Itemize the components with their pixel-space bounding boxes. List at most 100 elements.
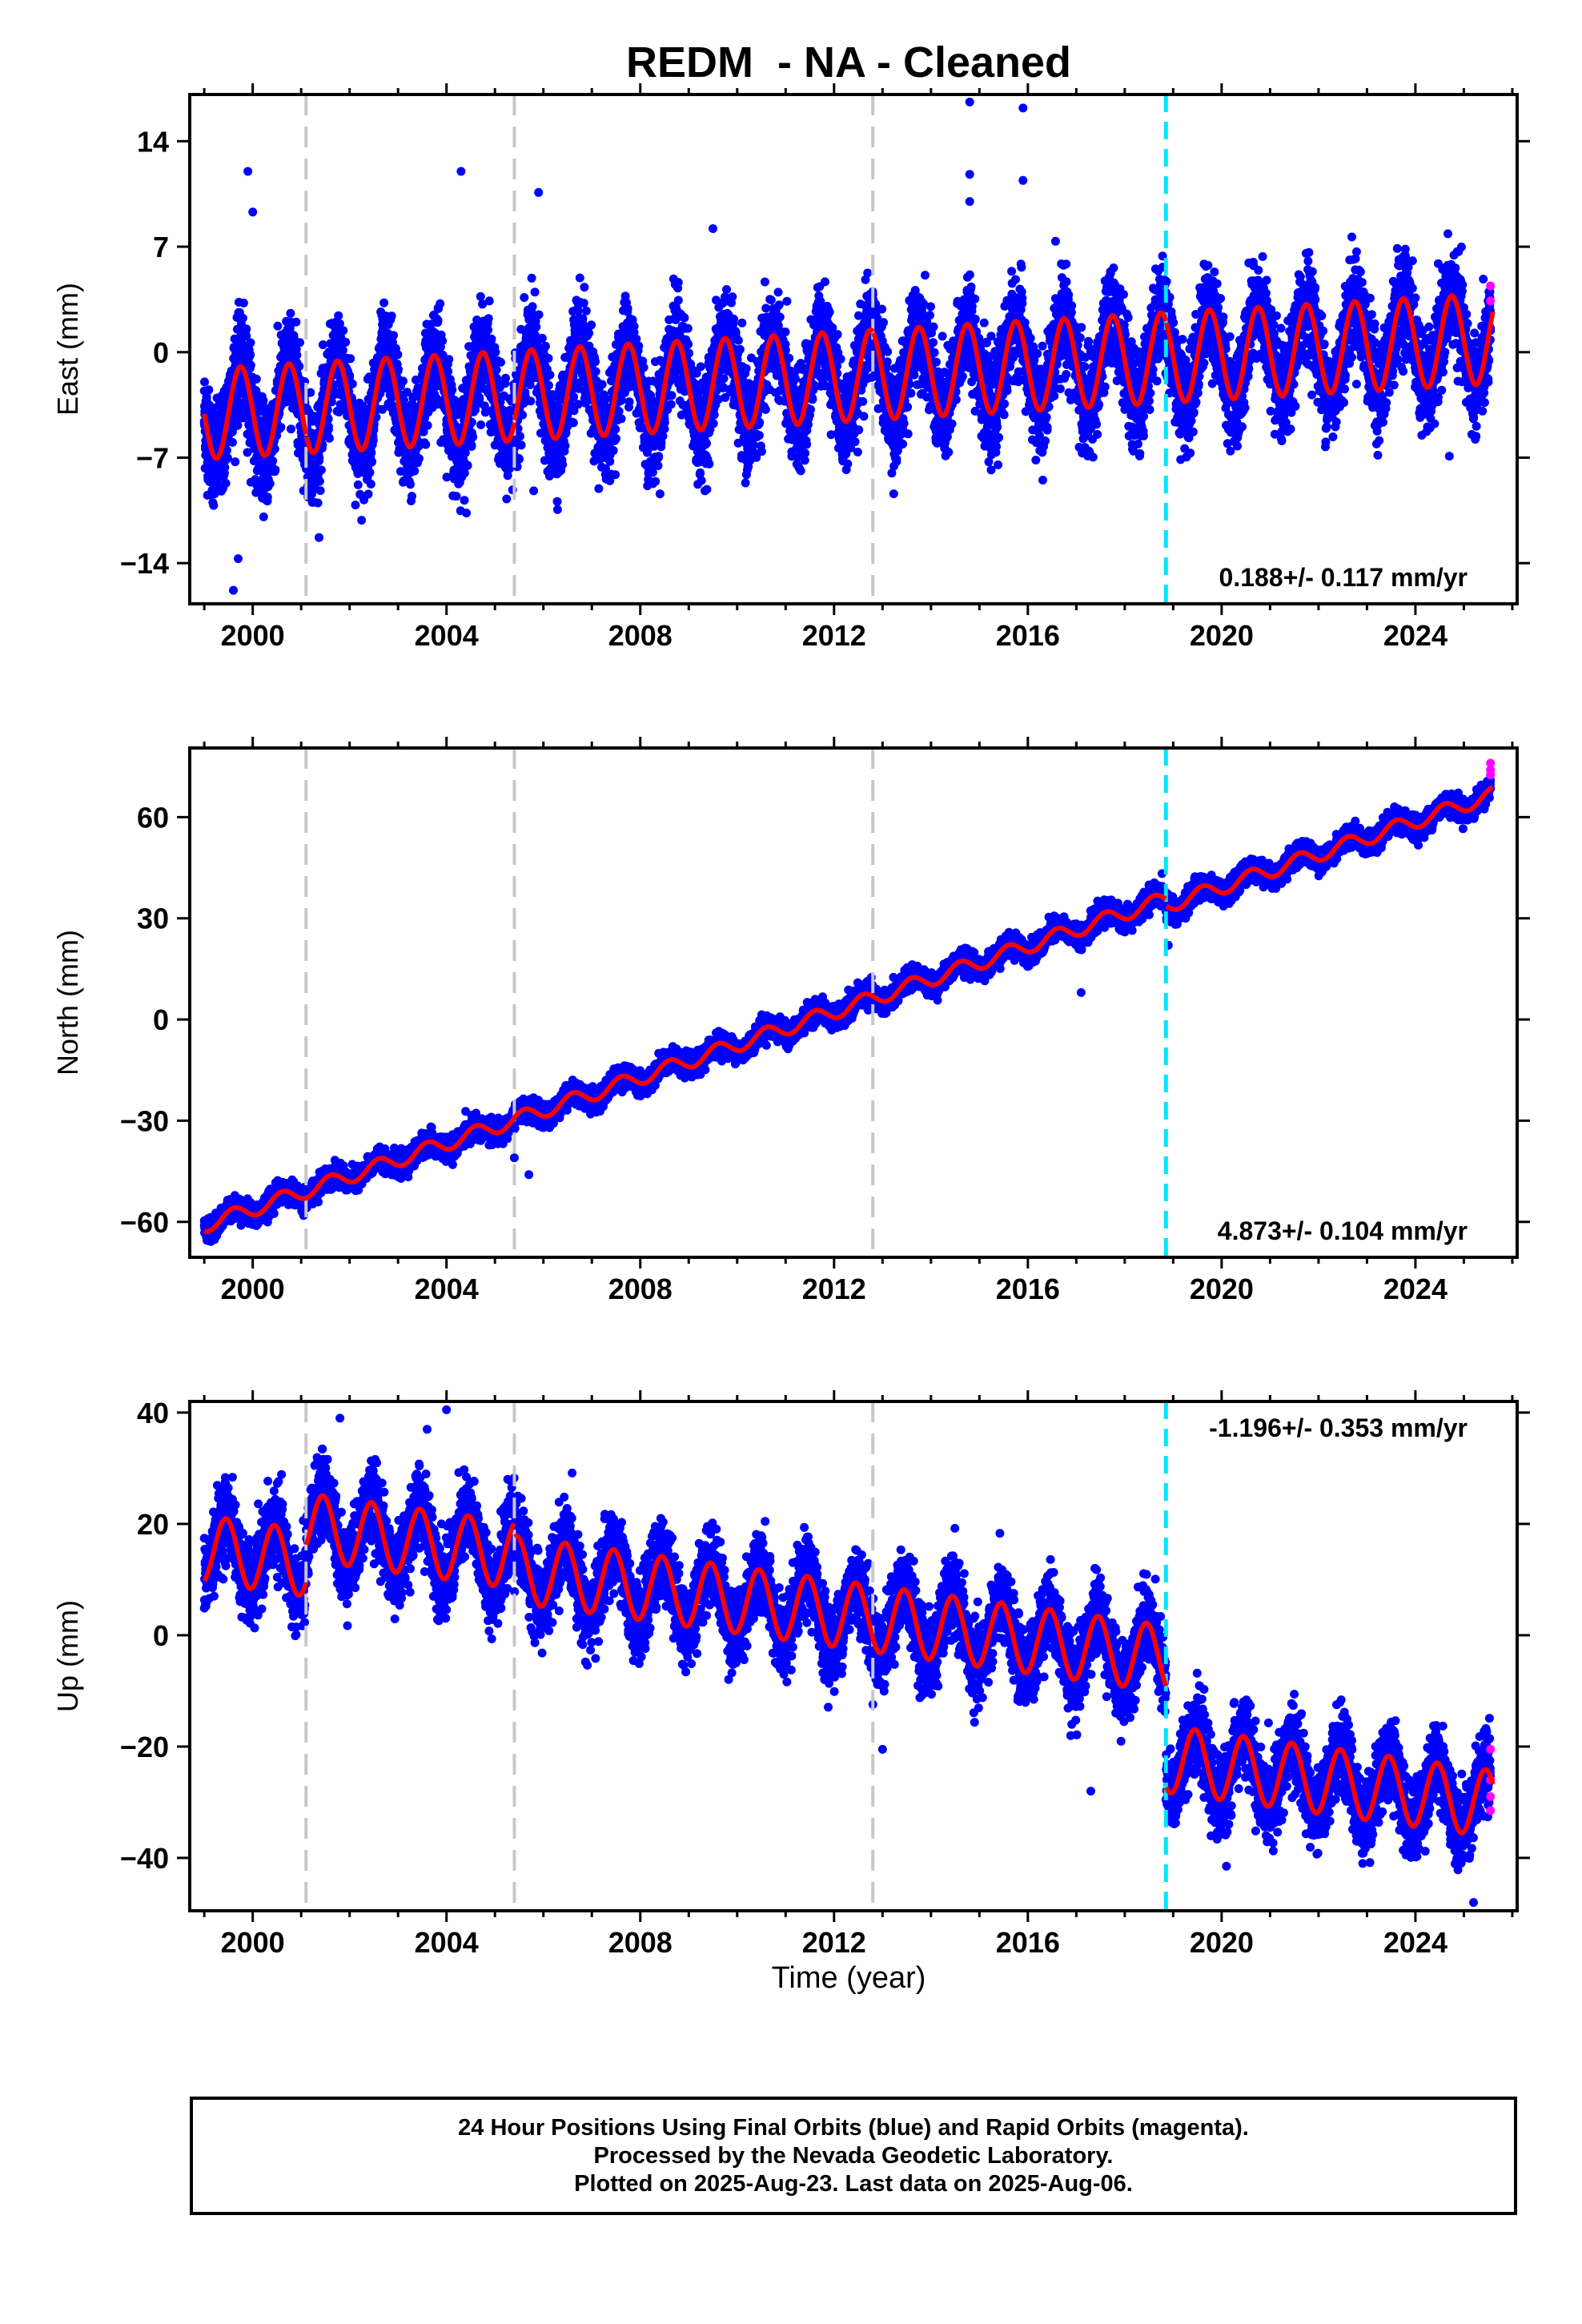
final-orbit-points xyxy=(199,97,1496,595)
data-point xyxy=(357,516,367,525)
data-point xyxy=(295,338,304,348)
data-point xyxy=(286,308,295,318)
data-point xyxy=(287,424,295,434)
data-point xyxy=(702,439,711,448)
data-point xyxy=(653,461,663,470)
data-point xyxy=(528,302,537,312)
data-point xyxy=(666,400,676,409)
data-point xyxy=(462,509,472,518)
data-point xyxy=(761,404,770,414)
data-point xyxy=(338,345,347,355)
data-point xyxy=(597,380,607,389)
data-point xyxy=(363,489,373,499)
data-point xyxy=(530,287,540,297)
plot-area xyxy=(199,94,1496,604)
data-point xyxy=(209,501,219,510)
data-point xyxy=(368,436,378,445)
data-point xyxy=(673,296,683,305)
data-point xyxy=(366,480,375,489)
data-point xyxy=(801,448,810,458)
figure-title: REDM - NA - Cleaned xyxy=(626,38,1071,86)
chart-panels: 2000 2004 2008 2012 2016 2020 2024−14−70714Eas… xyxy=(51,83,1530,1959)
data-point xyxy=(341,337,351,347)
data-point xyxy=(731,328,741,337)
data-point xyxy=(276,423,286,432)
data-point xyxy=(367,456,377,466)
data-point xyxy=(781,328,790,336)
data-point xyxy=(242,332,251,341)
data-point xyxy=(318,340,327,349)
data-point xyxy=(444,367,453,376)
data-point xyxy=(346,354,355,364)
data-point xyxy=(612,434,620,444)
data-point xyxy=(323,422,333,432)
data-point xyxy=(436,299,445,308)
data-point xyxy=(833,330,842,340)
data-point xyxy=(696,468,705,477)
data-point xyxy=(334,311,343,320)
data-point xyxy=(516,432,524,441)
data-point xyxy=(580,283,589,292)
data-point xyxy=(265,479,275,489)
data-point xyxy=(836,354,845,364)
data-point xyxy=(578,314,588,324)
data-point xyxy=(484,325,493,335)
data-point xyxy=(238,313,247,323)
data-point xyxy=(552,505,562,514)
data-point xyxy=(755,417,765,427)
data-point xyxy=(452,492,461,501)
data-point xyxy=(460,496,469,505)
data-point xyxy=(802,440,812,449)
data-point xyxy=(735,344,745,354)
data-point xyxy=(492,365,501,375)
data-point xyxy=(251,374,261,384)
data-point xyxy=(438,336,448,346)
data-point xyxy=(709,419,718,428)
data-point xyxy=(227,437,237,447)
data-point xyxy=(684,340,693,349)
data-point xyxy=(496,357,505,367)
data-point xyxy=(291,317,301,327)
data-point xyxy=(243,448,252,457)
data-point xyxy=(502,494,512,504)
data-point xyxy=(719,374,729,384)
data-point xyxy=(526,396,536,406)
data-point xyxy=(220,463,230,472)
data-point xyxy=(579,299,588,308)
data-point xyxy=(608,446,618,455)
data-point xyxy=(821,277,829,287)
data-point xyxy=(709,410,719,420)
data-point xyxy=(733,336,743,345)
data-point xyxy=(515,454,524,464)
data-point xyxy=(222,445,231,455)
data-point xyxy=(421,440,431,449)
data-point xyxy=(697,476,706,485)
data-point xyxy=(306,388,315,397)
data-point xyxy=(292,350,302,360)
data-point xyxy=(654,452,664,461)
data-point xyxy=(365,468,375,477)
data-point xyxy=(468,432,478,442)
data-point xyxy=(806,404,815,414)
data-point xyxy=(791,374,801,384)
data-point xyxy=(623,304,632,313)
data-point xyxy=(616,414,626,424)
data-point xyxy=(467,440,476,450)
data-point xyxy=(782,296,792,306)
data-point xyxy=(537,333,547,343)
data-point xyxy=(639,363,648,372)
data-point xyxy=(200,377,209,387)
data-point xyxy=(614,407,624,416)
data-point xyxy=(683,324,693,333)
data-point xyxy=(419,427,428,436)
data-point xyxy=(651,476,661,486)
data-point xyxy=(463,460,472,470)
data-point xyxy=(231,457,240,467)
data-point xyxy=(476,292,485,301)
data-point xyxy=(246,338,255,348)
data-point xyxy=(410,466,420,476)
data-point xyxy=(655,489,665,499)
data-point xyxy=(347,379,357,388)
data-point xyxy=(705,459,714,468)
data-point xyxy=(389,331,398,340)
